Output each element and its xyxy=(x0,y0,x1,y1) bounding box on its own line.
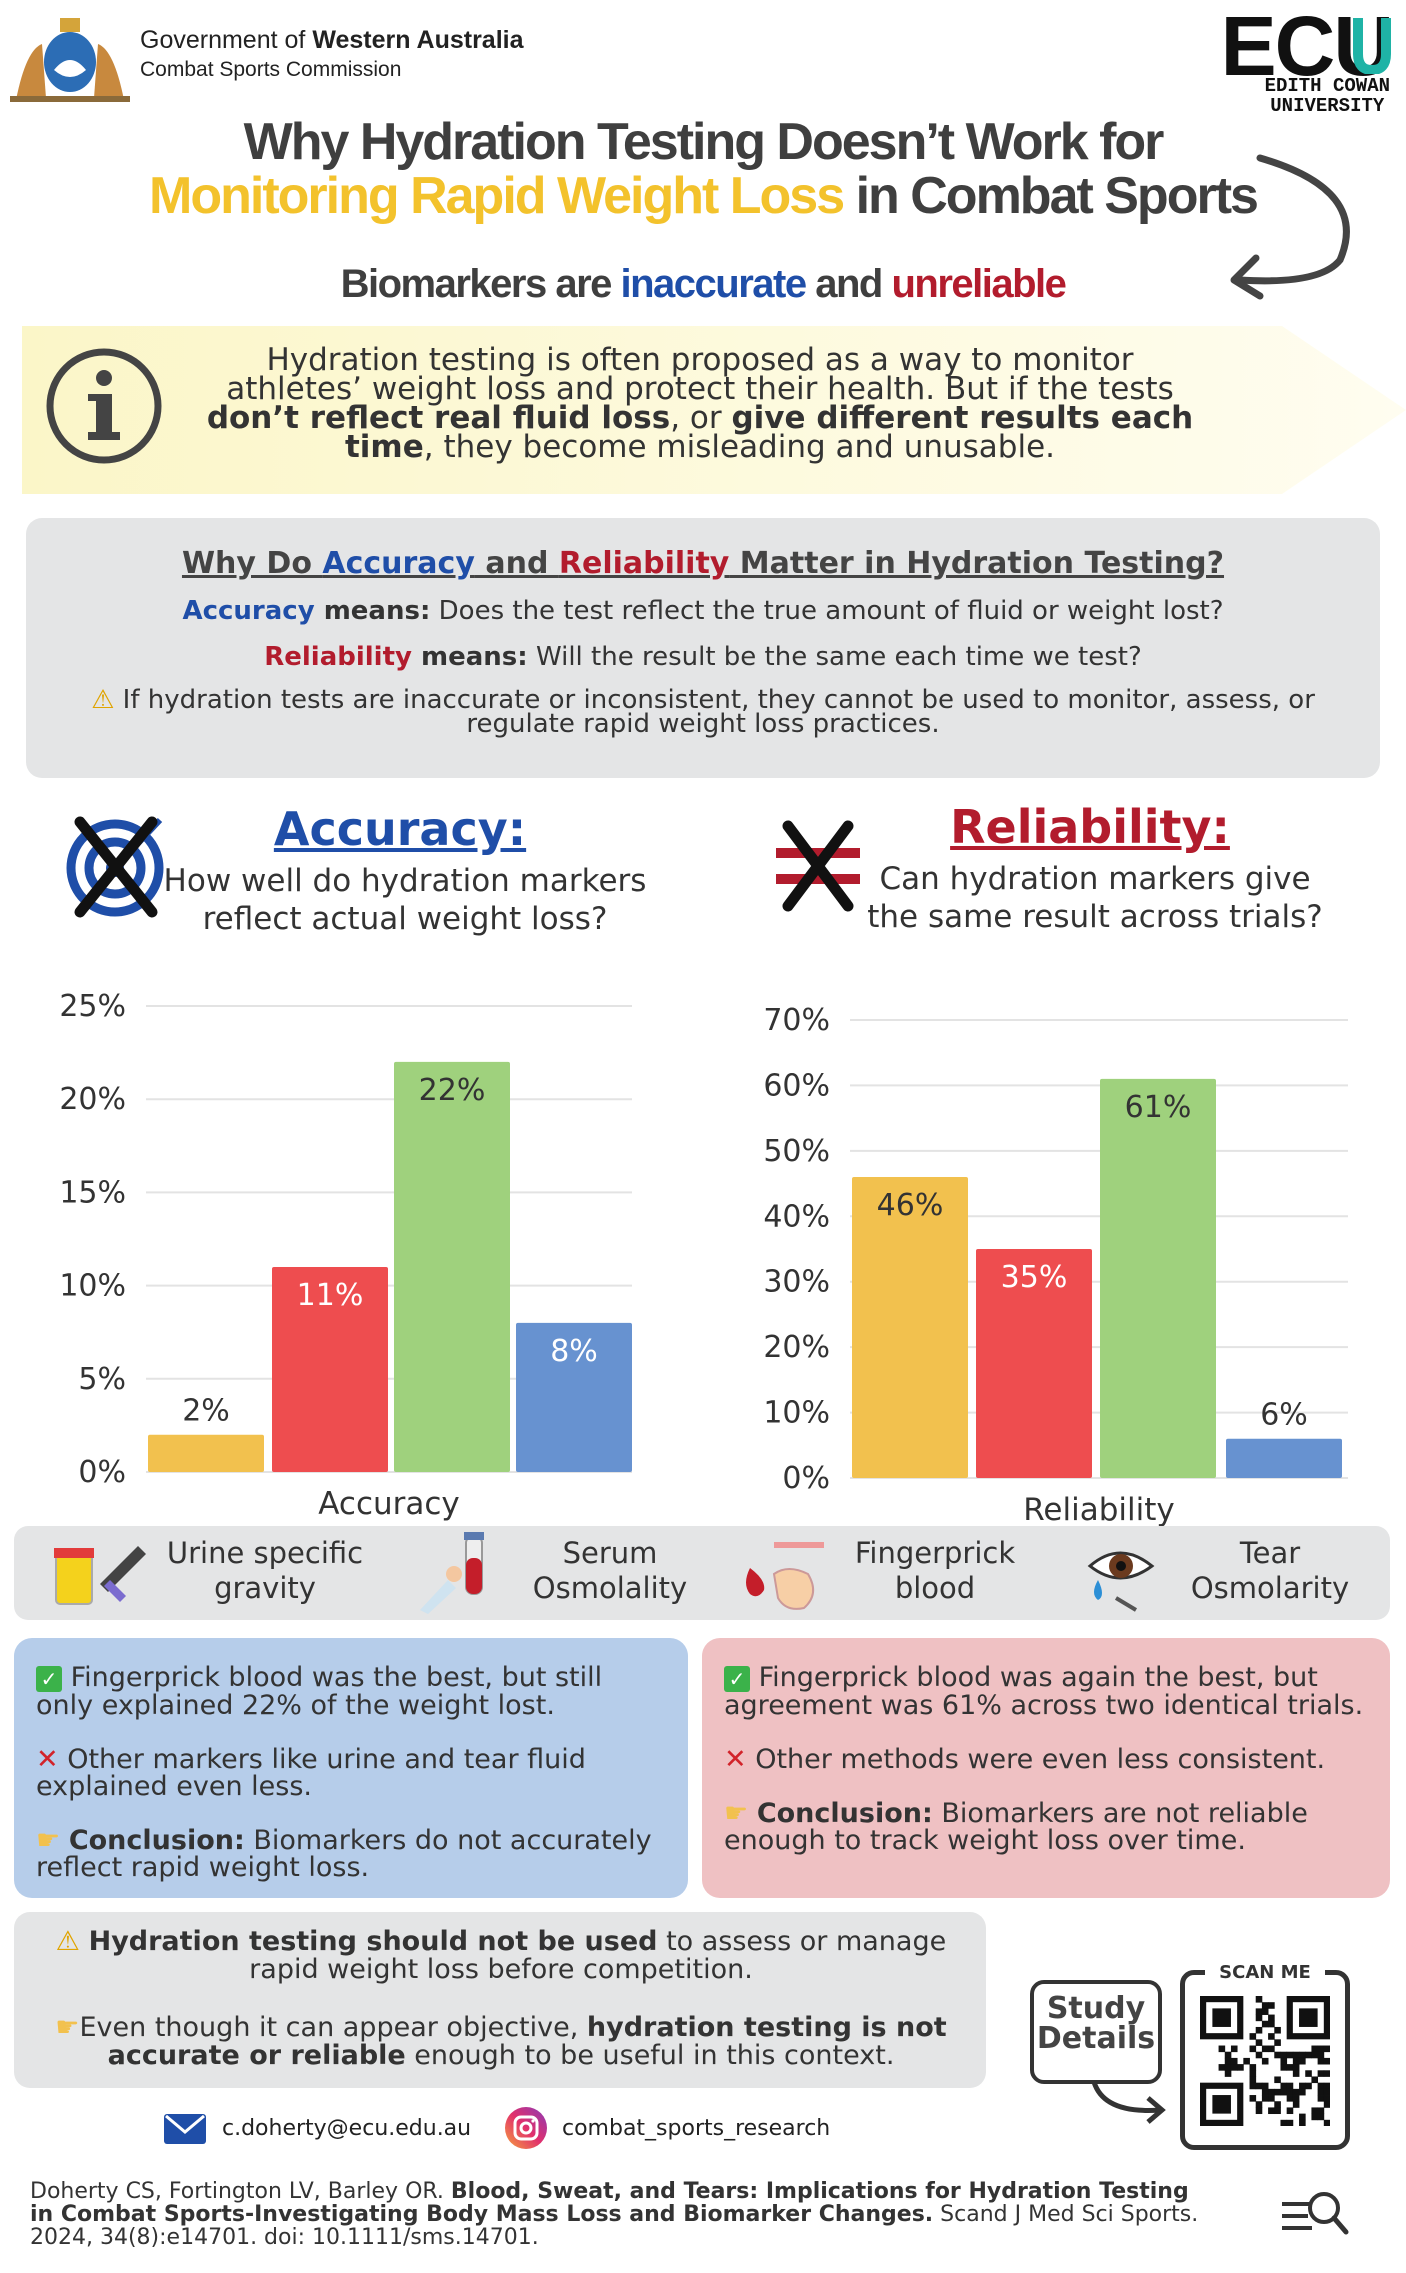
y-tick-label: 20% xyxy=(59,1082,126,1117)
arrow-to-qr-icon xyxy=(1090,2080,1170,2130)
info-icon xyxy=(44,346,164,466)
info-text: Hydration testing is often proposed as a… xyxy=(206,342,1194,465)
search-document-icon xyxy=(1280,2182,1350,2246)
y-tick-label: 70% xyxy=(763,1003,830,1038)
gov-title: Government of Western Australia xyxy=(140,26,524,54)
curved-arrow-icon xyxy=(1220,150,1370,300)
subtitle: Biomarkers are inaccurate and unreliable xyxy=(340,262,1067,306)
legend-tear-label: Tear Osmolarity xyxy=(1190,1536,1350,1605)
blood-tube-icon xyxy=(414,1530,494,1614)
data-label: 8% xyxy=(550,1334,598,1369)
summary-line-1: ⚠ Hydration testing should not be used t… xyxy=(55,1926,947,1985)
legend-urine-label: Urine specific gravity xyxy=(166,1536,364,1605)
ecu-university-name: EDITH COWAN UNIVERSITY xyxy=(1264,75,1390,117)
y-tick-label: 5% xyxy=(78,1362,126,1397)
crossed-target-icon xyxy=(60,808,170,918)
instagram-link[interactable]: combat_sports_research xyxy=(562,2116,831,2141)
data-label: 22% xyxy=(419,1073,486,1108)
accuracy-title: Accuracy: xyxy=(273,802,527,856)
urine-cup-icon xyxy=(50,1540,150,1610)
eye-tear-icon xyxy=(1076,1536,1166,1616)
main-title-line2: Monitoring Rapid Weight Loss in Combat S… xyxy=(149,167,1259,225)
why-box xyxy=(26,518,1380,778)
x-axis-label: Accuracy xyxy=(318,1486,460,1522)
bar xyxy=(272,1266,388,1472)
data-label: 61% xyxy=(1125,1090,1192,1125)
check-icon: ✓ xyxy=(724,1666,750,1692)
accuracy-chart: 0% 5% 10% 15% 20% 25% 2% 11% 22% 8% Accuracy xyxy=(59,989,632,1522)
email-icon xyxy=(162,2112,208,2146)
x-axis-label: Reliability xyxy=(1023,1492,1174,1528)
acc-conclusion: ☛ Conclusion: Biomarkers do not accurate… xyxy=(36,1825,652,1883)
email-link[interactable]: c.doherty@ecu.edu.au xyxy=(222,2116,472,2141)
rel-finding-1: ✓ Fingerprick blood was again the best, … xyxy=(724,1662,1364,1721)
gov-department: Combat Sports Commission xyxy=(140,58,402,81)
instagram-icon xyxy=(504,2106,548,2150)
cross-icon: ✕ xyxy=(36,1744,59,1775)
reliability-chart: 0% 10% 20% 30% 40% 50% 60% 70% 46% 35% 61% 6% Reliab… xyxy=(763,1003,1348,1528)
bar xyxy=(148,1434,264,1472)
legend-fingerprick-label: Fingerprick blood xyxy=(854,1536,1016,1605)
y-tick-label: 50% xyxy=(763,1134,830,1169)
ecu-logo-accent xyxy=(1352,14,1392,76)
pointing-hand-icon: ☛ xyxy=(724,1798,749,1829)
ecu-logo: ECU xyxy=(1220,0,1394,93)
main-title-line1: Why Hydration Testing Doesn’t Work for xyxy=(243,113,1165,171)
check-icon: ✓ xyxy=(36,1666,62,1692)
fingerprick-icon xyxy=(738,1534,828,1614)
bar xyxy=(852,1177,968,1478)
warning-note: ⚠ If hydration tests are inaccurate or i… xyxy=(91,685,1315,739)
acc-finding-2: ✕ Other markers like urine and tear flui… xyxy=(36,1744,586,1802)
info-banner-bg xyxy=(22,326,1406,494)
bar xyxy=(394,1061,510,1472)
data-label: 11% xyxy=(297,1278,364,1313)
bar xyxy=(1226,1438,1342,1478)
rel-finding-2: ✕ Other methods were even less consisten… xyxy=(724,1744,1326,1775)
y-tick-label: 15% xyxy=(59,1175,126,1210)
bar xyxy=(516,1322,632,1472)
reliability-definition: Reliability means: Will the result be th… xyxy=(264,642,1142,672)
reliability-question: Can hydration markers give the same resul… xyxy=(867,861,1323,935)
wa-crest-logo xyxy=(6,10,134,106)
accuracy-findings-box: ✓ Fingerprick blood was the best, but st… xyxy=(14,1638,688,1898)
reliability-title: Reliability: xyxy=(950,800,1230,854)
marker-legend xyxy=(14,1526,1390,1620)
data-label: 46% xyxy=(877,1188,944,1223)
warning-icon: ⚠ xyxy=(91,685,115,715)
bar xyxy=(1100,1078,1216,1478)
qr-code[interactable] xyxy=(1200,1996,1330,2126)
y-tick-label: 0% xyxy=(78,1455,126,1490)
data-label: 6% xyxy=(1260,1398,1308,1433)
accuracy-question: How well do hydration markers reflect act… xyxy=(163,863,647,937)
y-tick-label: 10% xyxy=(59,1269,126,1304)
reliability-findings-box: ✓ Fingerprick blood was again the best, … xyxy=(702,1638,1390,1898)
crossed-equals-icon xyxy=(772,820,864,912)
acc-finding-1: ✓ Fingerprick blood was the best, but st… xyxy=(36,1662,603,1721)
pointing-hand-icon: ☛ xyxy=(36,1825,61,1856)
warning-icon: ⚠ xyxy=(55,1926,80,1957)
accuracy-definition: Accuracy means: Does the test reflect th… xyxy=(182,596,1224,626)
bottom-summary-box xyxy=(14,1912,986,2088)
data-label: 2% xyxy=(182,1394,230,1429)
scan-me-label: SCAN ME xyxy=(1205,1962,1325,1983)
study-details-link[interactable]: Study Details xyxy=(1030,1980,1162,2084)
summary-line-2: ☛Even though it can appear objective, hy… xyxy=(55,2012,947,2071)
y-tick-label: 20% xyxy=(763,1330,830,1365)
data-label: 35% xyxy=(1001,1260,1068,1295)
y-tick-label: 40% xyxy=(763,1199,830,1234)
bar xyxy=(976,1249,1092,1478)
legend-serum-label: Serum Osmolality xyxy=(532,1536,688,1605)
why-heading: Why Do Accuracy and Reliability Matter i… xyxy=(181,546,1225,581)
y-tick-label: 25% xyxy=(59,989,126,1024)
rel-conclusion: ☛ Conclusion: Biomarkers are not reliabl… xyxy=(724,1798,1308,1856)
cross-icon: ✕ xyxy=(724,1744,747,1775)
pointing-hand-icon: ☛ xyxy=(55,2012,80,2043)
y-tick-label: 60% xyxy=(763,1068,830,1103)
y-tick-label: 30% xyxy=(763,1265,830,1300)
y-tick-label: 10% xyxy=(763,1396,830,1431)
y-tick-label: 0% xyxy=(782,1461,830,1496)
citation: Doherty CS, Fortington LV, Barley OR. Bl… xyxy=(30,2179,1199,2250)
